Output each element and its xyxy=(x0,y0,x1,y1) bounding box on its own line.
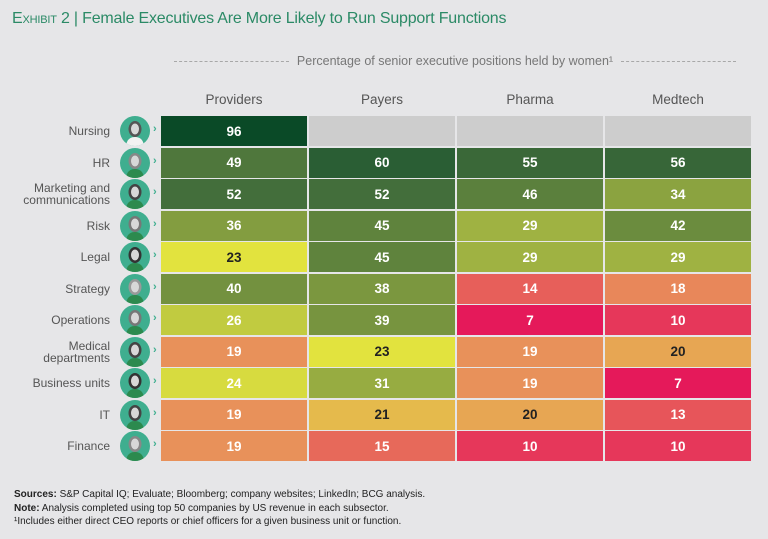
column-header-providers: Providers xyxy=(205,92,263,107)
dashed-rule-left xyxy=(174,60,289,62)
heatmap-cell-pharma: 19 xyxy=(457,368,603,398)
heatmap-cell-medtech: 20 xyxy=(605,336,751,367)
heatmap-cell-providers: 19 xyxy=(161,431,307,461)
heatmap-cell-payers: 38 xyxy=(309,273,455,304)
row-label: IT xyxy=(99,407,110,422)
heatmap-cell-medtech: 42 xyxy=(605,210,751,241)
woman-avatar-icon xyxy=(120,305,150,335)
row-label: Nursing xyxy=(68,124,110,138)
row-label: Medical departments xyxy=(43,338,110,365)
heatmap-cell-payers: 60 xyxy=(309,147,455,178)
chevron-right-icon: › xyxy=(153,406,157,419)
chevron-right-icon: › xyxy=(153,343,157,356)
heatmap-cell-medtech: 7 xyxy=(605,368,751,398)
heatmap-cell-pharma: 20 xyxy=(457,399,603,430)
heatmap-cell-providers: 24 xyxy=(161,368,307,398)
heatmap-cell-payers: 52 xyxy=(309,179,455,209)
row-label: Risk xyxy=(86,218,110,233)
chevron-right-icon: › xyxy=(153,375,157,387)
heatmap-cell-pharma: 7 xyxy=(457,305,603,335)
chevron-right-icon: › xyxy=(153,217,157,230)
footer-notes: Sources: S&P Capital IQ; Evaluate; Bloom… xyxy=(14,488,425,529)
woman-avatar-icon xyxy=(120,273,150,304)
heatmap-cell-providers: 49 xyxy=(161,147,307,178)
heatmap-cell-providers: 19 xyxy=(161,399,307,430)
chevron-right-icon: › xyxy=(153,312,157,324)
row-label: Business units xyxy=(32,376,110,390)
heatmap-cell-medtech xyxy=(605,116,751,146)
woman-avatar-icon xyxy=(120,116,150,146)
woman-avatar-icon xyxy=(120,399,150,430)
sources-line: Sources: S&P Capital IQ; Evaluate; Bloom… xyxy=(14,488,425,502)
heatmap-cell-medtech: 18 xyxy=(605,273,751,304)
row-label: HR xyxy=(92,155,110,170)
chevron-right-icon: › xyxy=(153,154,157,167)
row-label: Finance xyxy=(67,439,110,453)
woman-avatar-icon xyxy=(120,179,150,209)
heatmap-cell-providers: 40 xyxy=(161,273,307,304)
heatmap-cell-payers xyxy=(309,116,455,146)
chevron-right-icon: › xyxy=(153,186,157,198)
woman-avatar-icon xyxy=(120,210,150,241)
sources-text: S&P Capital IQ; Evaluate; Bloomberg; com… xyxy=(56,489,426,500)
column-header-pharma: Pharma xyxy=(506,92,554,107)
chevron-right-icon: › xyxy=(153,249,157,261)
column-header-payers: Payers xyxy=(360,92,404,107)
heatmap-cell-providers: 36 xyxy=(161,210,307,241)
woman-avatar-icon xyxy=(120,242,150,272)
heatmap-cell-pharma: 29 xyxy=(457,210,603,241)
note-text: Analysis completed using top 50 companie… xyxy=(39,502,389,514)
heatmap-cell-pharma: 46 xyxy=(457,179,603,209)
sources-label: Sources: xyxy=(14,489,57,500)
heatmap-cell-medtech: 10 xyxy=(605,431,751,461)
heatmap-cell-pharma: 10 xyxy=(457,431,603,461)
chevron-right-icon: › xyxy=(153,438,157,450)
row-label: Marketing and communications xyxy=(23,181,110,207)
heatmap-cell-providers: 19 xyxy=(161,336,307,367)
woman-avatar-icon xyxy=(120,431,150,461)
note-line: Note: Analysis completed using top 50 co… xyxy=(14,502,425,516)
chart-title: Female Executives Are More Likely to Run… xyxy=(82,10,507,27)
heatmap-cell-medtech: 13 xyxy=(605,399,751,430)
chevron-right-icon: › xyxy=(153,280,157,293)
heatmap-cell-medtech: 29 xyxy=(605,242,751,272)
woman-avatar-icon xyxy=(120,368,150,398)
row-label: Operations xyxy=(51,313,110,327)
heatmap-cell-medtech: 10 xyxy=(605,305,751,335)
note-label: Note: xyxy=(14,502,40,514)
heatmap-cell-pharma xyxy=(457,116,603,146)
heatmap-cell-medtech: 34 xyxy=(605,179,751,209)
heatmap-cell-pharma: 14 xyxy=(457,273,603,304)
dashed-rule-right xyxy=(621,60,736,62)
column-header-medtech: Medtech xyxy=(652,92,704,107)
heatmap-cell-payers: 23 xyxy=(309,336,455,367)
heatmap-cell-pharma: 19 xyxy=(457,336,603,367)
heatmap-cell-payers: 21 xyxy=(309,399,455,430)
heatmap-cell-providers: 52 xyxy=(161,179,307,209)
row-label: Strategy xyxy=(65,281,110,296)
woman-avatar-icon xyxy=(120,147,150,178)
heatmap-cell-providers: 23 xyxy=(161,242,307,272)
footnote-line: ¹Includes either direct CEO reports or c… xyxy=(14,516,402,527)
chart-subtitle: Percentage of senior executive positions… xyxy=(296,54,614,68)
heatmap-cell-providers: 26 xyxy=(161,305,307,335)
title-separator: | xyxy=(73,10,78,27)
woman-avatar-icon xyxy=(120,336,150,367)
heatmap-cell-pharma: 55 xyxy=(457,147,603,178)
heatmap-cell-providers: 96 xyxy=(161,116,307,146)
heatmap-cell-payers: 15 xyxy=(309,431,455,461)
heatmap-cell-payers: 31 xyxy=(309,368,455,398)
chevron-right-icon: › xyxy=(153,123,157,135)
heatmap-cell-payers: 45 xyxy=(309,242,455,272)
heatmap-cell-payers: 45 xyxy=(309,210,455,241)
subtitle-row: Percentage of senior executive positions… xyxy=(174,53,736,69)
exhibit-title: Exhibit 2 | Female Executives Are More L… xyxy=(12,10,507,28)
heatmap-cell-pharma: 29 xyxy=(457,242,603,272)
exhibit-number: Exhibit 2 xyxy=(12,10,70,27)
heatmap-cell-payers: 39 xyxy=(309,305,455,335)
row-label: Legal xyxy=(80,250,110,264)
heatmap-cell-medtech: 56 xyxy=(605,147,751,178)
